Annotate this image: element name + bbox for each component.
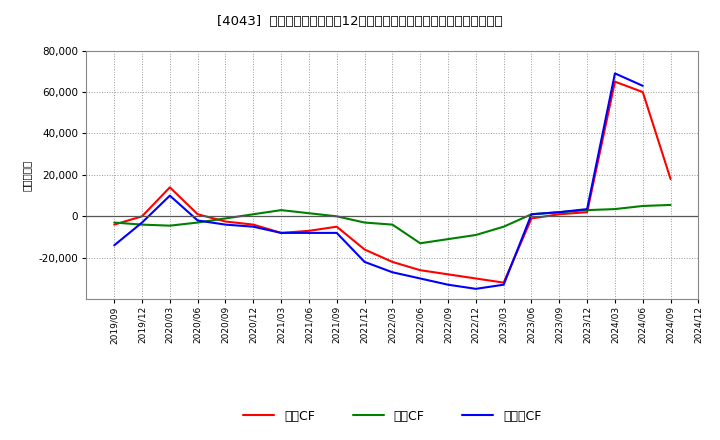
フリーCF (305, 230, 313, 235)
Line: 営業CF: 営業CF (114, 82, 670, 282)
営業CF (666, 176, 675, 182)
営業CF (611, 79, 619, 84)
営業CF (444, 271, 452, 277)
営業CF (639, 89, 647, 95)
フリーCF (472, 286, 480, 291)
営業CF (388, 259, 397, 264)
フリーCF (582, 206, 591, 212)
投賄CF (360, 220, 369, 225)
Line: 投賄CF: 投賄CF (114, 205, 670, 243)
フリーCF (194, 218, 202, 223)
営業CF (527, 216, 536, 221)
フリーCF (166, 193, 174, 198)
営業CF (472, 276, 480, 281)
フリーCF (360, 259, 369, 264)
Line: フリーCF: フリーCF (114, 73, 643, 289)
投賄CF (388, 222, 397, 227)
投賄CF (527, 212, 536, 217)
投賄CF (305, 211, 313, 216)
営業CF (582, 209, 591, 215)
営業CF (110, 222, 119, 227)
営業CF (194, 212, 202, 217)
投賄CF (666, 202, 675, 208)
フリーCF (611, 71, 619, 76)
投賄CF (194, 220, 202, 225)
投賄CF (611, 206, 619, 212)
投賄CF (555, 209, 564, 215)
フリーCF (249, 224, 258, 229)
投賄CF (276, 208, 285, 213)
フリーCF (221, 222, 230, 227)
投賄CF (221, 216, 230, 221)
フリーCF (444, 282, 452, 287)
フリーCF (110, 243, 119, 248)
営業CF (166, 185, 174, 190)
投賄CF (444, 236, 452, 242)
投賄CF (472, 232, 480, 238)
Y-axis label: （百万円）: （百万円） (22, 159, 32, 191)
営業CF (360, 247, 369, 252)
投賄CF (582, 208, 591, 213)
営業CF (555, 212, 564, 217)
フリーCF (416, 276, 425, 281)
フリーCF (639, 83, 647, 88)
投賄CF (639, 203, 647, 209)
フリーCF (333, 230, 341, 235)
投賄CF (166, 223, 174, 228)
営業CF (221, 219, 230, 224)
営業CF (500, 280, 508, 285)
営業CF (138, 214, 146, 219)
営業CF (333, 224, 341, 229)
フリーCF (388, 270, 397, 275)
投賄CF (500, 224, 508, 229)
フリーCF (527, 212, 536, 217)
投賄CF (249, 212, 258, 217)
フリーCF (138, 220, 146, 225)
投賄CF (416, 241, 425, 246)
投賄CF (110, 220, 119, 225)
フリーCF (500, 282, 508, 287)
投賄CF (333, 214, 341, 219)
営業CF (305, 228, 313, 234)
営業CF (276, 230, 285, 235)
フリーCF (555, 209, 564, 215)
フリーCF (276, 230, 285, 235)
Text: [4043]  キャッシュフローの12か月移動合計の対前年同期増減額の推移: [4043] キャッシュフローの12か月移動合計の対前年同期増減額の推移 (217, 15, 503, 29)
営業CF (249, 222, 258, 227)
投賄CF (138, 222, 146, 227)
Legend: 営業CF, 投賄CF, フリーCF: 営業CF, 投賄CF, フリーCF (238, 405, 546, 428)
営業CF (416, 268, 425, 273)
